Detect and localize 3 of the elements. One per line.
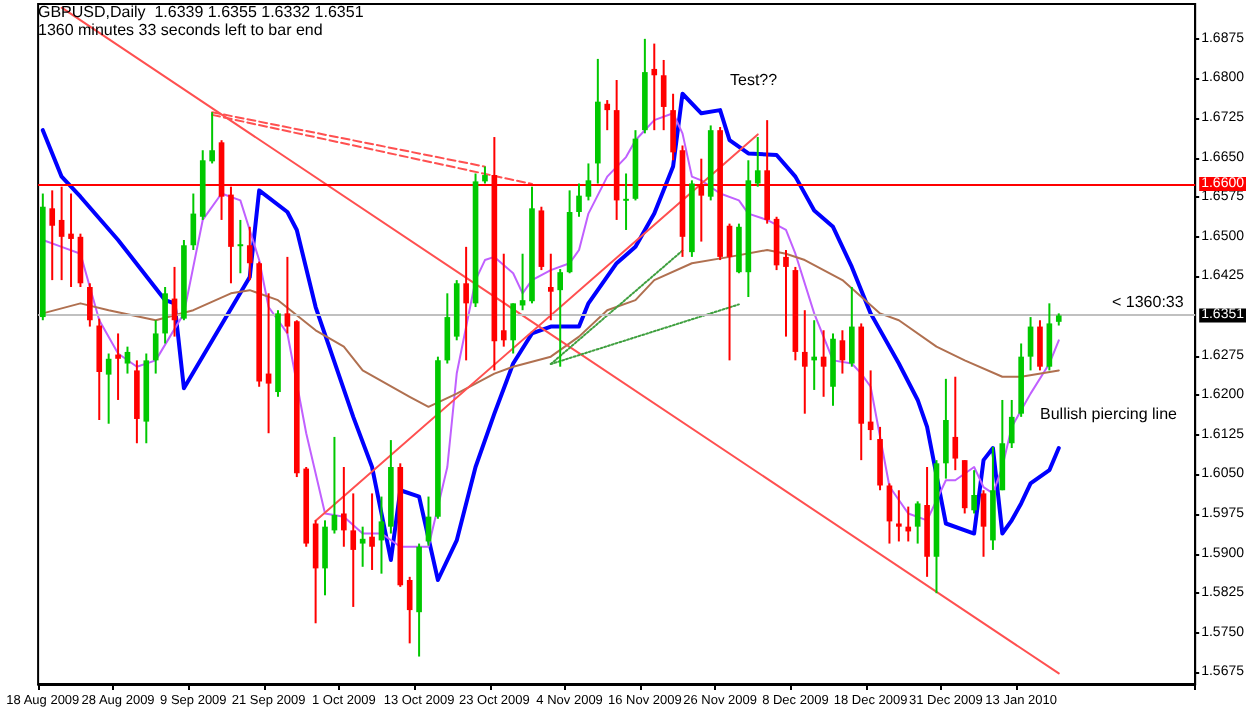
- annotation: Test??: [730, 71, 779, 89]
- annotation: Bullish piercing line: [1040, 405, 1179, 423]
- text: < 1360:33: [1112, 293, 1185, 311]
